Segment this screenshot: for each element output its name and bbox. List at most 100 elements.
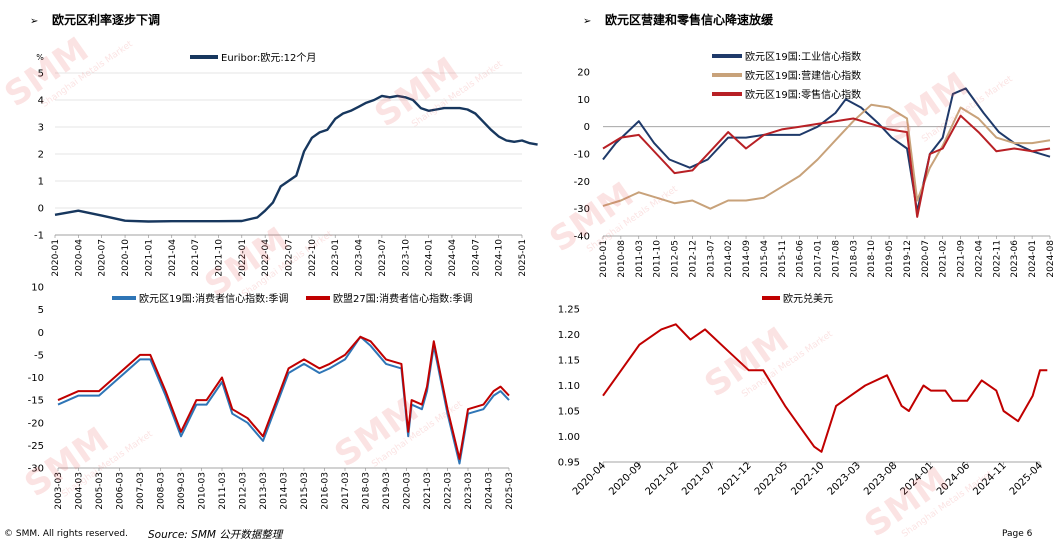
x-tick-label: 2024-01 (425, 239, 435, 277)
legend-label: 欧元兑美元 (783, 292, 833, 305)
x-tick-label: 2013-03 (259, 472, 269, 510)
series-line (602, 323, 1048, 453)
y-tick-label: 3 (38, 123, 44, 134)
x-tick-label: 2021-03 (423, 472, 433, 510)
source-note: Source: SMM 公开数据整理 (148, 529, 283, 541)
y-tick-label: 1.20 (558, 330, 580, 341)
y-axis-unit-label: % (36, 53, 44, 62)
x-tick-label: 2020-07 (921, 240, 931, 278)
y-tick-label: 1.05 (558, 407, 580, 418)
series-line (54, 94, 538, 223)
legend-label: 欧盟27国:消费者信心指数:季调 (333, 292, 472, 305)
x-tick-label: 2022-05 (753, 460, 790, 497)
y-tick-label: 0 (38, 204, 44, 215)
x-tick-label: 2012-05 (671, 240, 681, 278)
x-tick-label: 2017-03 (341, 472, 351, 510)
x-tick-label: 2024-04 (448, 239, 458, 277)
y-tick-label: -10 (574, 150, 590, 161)
x-tick-label: 2012-03 (239, 472, 249, 510)
y-tick-label: 1.15 (558, 356, 580, 367)
x-tick-label: 2021-12 (716, 460, 753, 497)
x-tick-label: 2024-01 (899, 460, 936, 497)
legend-label: 欧元区19国:零售信心指数 (745, 88, 861, 101)
x-tick-label: 2025-01 (518, 239, 528, 277)
x-tick-label: 2017-08 (831, 240, 841, 278)
legend-label: 欧元区19国:消费者信心指数:季调 (139, 292, 288, 305)
y-tick-label: 5 (38, 69, 44, 80)
x-tick-label: 2021-01 (144, 239, 154, 277)
x-tick-label: 2024-01 (1028, 240, 1038, 278)
y-tick-label: -10 (28, 373, 44, 384)
x-tick-label: 2017-01 (814, 240, 824, 278)
x-tick-label: 2020-04 (74, 239, 84, 277)
left-section-title: ➢ 欧元区利率逐步下调 (30, 11, 160, 28)
y-tick-label: 0 (584, 122, 590, 133)
y-tick-label: -15 (28, 396, 44, 407)
x-tick-label: 2022-03 (444, 472, 454, 510)
x-tick-label: 2013-07 (706, 240, 716, 278)
y-tick-label: -1 (34, 231, 44, 242)
x-tick-label: 2011-03 (635, 240, 645, 278)
x-tick-label: 2024-08 (1046, 240, 1056, 278)
x-tick-label: 2021-09 (957, 240, 967, 278)
legend-label: 欧元区19国:营建信心指数 (745, 69, 861, 82)
x-tick-label: 2023-03 (826, 460, 863, 497)
y-tick-label: 1 (38, 177, 44, 188)
y-tick-label: -5 (34, 350, 44, 361)
y-tick-label: 4 (38, 96, 44, 107)
x-tick-label: 2023-08 (862, 460, 899, 497)
x-tick-label: 2023-01 (331, 239, 341, 277)
y-tick-label: 5 (38, 305, 44, 316)
x-tick-label: 2024-03 (485, 472, 495, 510)
x-tick-label: 2016-06 (796, 240, 806, 278)
x-tick-label: 2021-10 (214, 239, 224, 277)
x-tick-label: 2020-03 (403, 472, 413, 510)
x-tick-label: 2003-03 (54, 472, 64, 510)
series-line (602, 87, 1051, 213)
y-tick-label: 1.25 (558, 305, 580, 316)
x-tick-label: 2024-11 (971, 460, 1008, 497)
x-tick-label: 2024-10 (495, 239, 505, 277)
x-tick-label: 2019-05 (885, 240, 895, 278)
x-tick-label: 2019-12 (903, 240, 913, 278)
x-tick-label: 2019-03 (382, 472, 392, 510)
x-tick-label: 2025-04 (1008, 460, 1045, 497)
legend-label: Euribor:欧元:12个月 (221, 52, 316, 64)
x-tick-label: 2010-01 (599, 240, 609, 278)
x-tick-label: 2011-03 (218, 472, 228, 510)
y-tick-label: 0 (38, 328, 44, 339)
x-tick-label: 2021-04 (168, 239, 178, 277)
x-tick-label: 2024-07 (471, 239, 481, 277)
x-tick-label: 2020-07 (98, 239, 108, 277)
x-tick-label: 2023-07 (378, 239, 388, 277)
x-tick-label: 2022-01 (238, 239, 248, 277)
x-tick-label: 2018-03 (849, 240, 859, 278)
x-tick-label: 2023-06 (1010, 240, 1020, 278)
series-line (602, 114, 1051, 218)
y-tick-label: 1.00 (558, 432, 580, 443)
x-tick-label: 2018-10 (867, 240, 877, 278)
x-tick-label: 2010-03 (198, 472, 208, 510)
y-tick-label: 1.10 (558, 381, 580, 392)
x-tick-label: 2012-12 (688, 240, 698, 278)
legend-label: 欧元区19国:工业信心指数 (745, 50, 861, 63)
y-tick-label: 0.95 (558, 458, 580, 469)
y-tick-label: -30 (574, 204, 590, 215)
x-tick-label: 2018-03 (362, 472, 372, 510)
x-tick-label: 2021-07 (680, 460, 717, 497)
x-tick-label: 2021-02 (644, 460, 681, 497)
y-tick-label: -30 (28, 464, 44, 475)
y-tick-label: -20 (28, 418, 44, 429)
x-tick-label: 2020-09 (607, 460, 644, 497)
left-title-text: 欧元区利率逐步下调 (52, 13, 161, 27)
y-tick-label: -25 (28, 441, 44, 452)
x-tick-label: 2022-04 (261, 239, 271, 277)
y-tick-label: -20 (574, 177, 590, 188)
x-tick-label: 2020-10 (121, 239, 131, 277)
page-number: Page 6 (1002, 529, 1033, 539)
x-tick-label: 2023-03 (464, 472, 474, 510)
x-tick-label: 2025-03 (505, 472, 515, 510)
x-tick-label: 2007-03 (136, 472, 146, 510)
series-line (602, 103, 1051, 210)
